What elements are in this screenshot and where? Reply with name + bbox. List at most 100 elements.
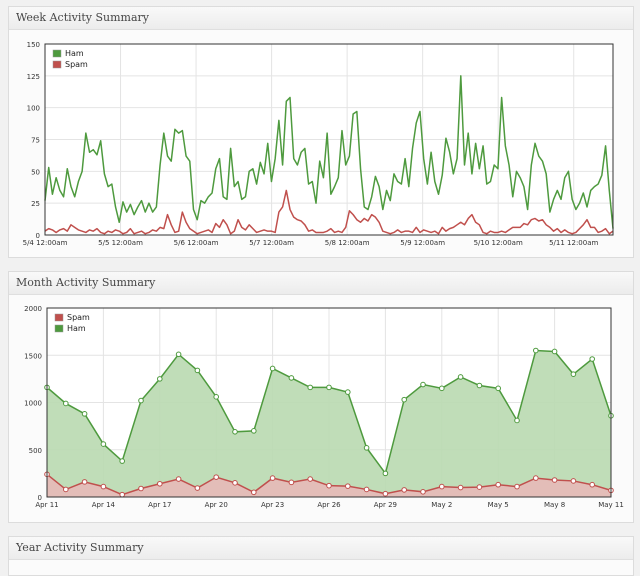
spam-point [439,483,445,490]
x-tick-label: 5/7 12:00am [249,239,294,247]
spam-point [514,483,520,490]
x-tick-label: 5/11 12:00am [549,239,598,247]
ham-point [232,428,238,435]
ham-point [551,348,558,355]
y-tick-label: 0 [38,494,42,502]
ham-point [533,347,539,354]
y-tick-label: 25 [31,200,40,208]
legend-swatch-ham [54,324,64,333]
spam-point [175,476,182,482]
month-activity-panel: Month Activity Summary 0 500 1000 1500 2000 A… [8,271,634,523]
x-tick-label: Apr 20 [205,501,228,509]
spam-point [495,481,502,488]
legend-label-ham: Ham [67,324,86,333]
x-tick-label: 5/5 12:00am [98,239,143,247]
ham-point [269,365,276,372]
spam-point [533,475,539,481]
spam-point [589,481,596,488]
spam-point [401,487,408,493]
x-tick-label: May 5 [488,501,509,509]
y-tick-label: 50 [31,168,40,176]
y-tick-label: 100 [27,105,40,113]
x-tick-label: Apr 23 [261,501,284,509]
ham-point [420,381,426,388]
spam-point [213,474,219,480]
legend-label-ham: Ham [65,49,84,58]
month-activity-chart: 0 500 1000 1500 2000 Apr 11 Apr 14 Apr 17 Apr 20… [24,305,624,509]
y-tick-label: 125 [27,73,40,81]
ham-point [175,351,182,358]
ham-point [363,445,370,451]
ham-point [288,375,295,381]
spam-point [138,485,144,492]
ham-point [194,367,201,374]
month-panel-title: Month Activity Summary [9,272,633,295]
y-tick-label: 150 [27,41,40,49]
spam-point [326,482,332,489]
legend-swatch-spam [54,313,64,322]
x-tick-label: Apr 14 [92,501,116,509]
spam-point [345,483,351,489]
ham-point [100,441,107,447]
spam-point [119,491,125,498]
plot-border [46,307,612,498]
x-tick-label: 5/9 12:00am [400,239,445,247]
week-activity-panel: Week Activity Summary 0 25 50 75 100 125 150 5/… [8,6,634,258]
x-tick-label: 5/10 12:00am [474,239,523,247]
ham-point [439,385,445,392]
spam-point [476,484,483,490]
ham-point [307,384,314,391]
y-tick-label: 0 [36,232,40,240]
spam-point [100,483,107,490]
spam-point [307,476,314,482]
ham-point [138,397,144,404]
ham-point [570,371,577,377]
x-tick-label: May 2 [431,501,452,509]
week-activity-chart: 0 25 50 75 100 125 150 5/4 12:00am 5/5 12:00am 5/… [23,41,614,247]
x-tick-label: 5/4 12:00am [23,239,68,247]
ham-point [476,382,483,389]
spam-point [382,490,389,497]
ham-series-line [44,75,614,229]
ham-point [251,428,257,434]
year-activity-panel: Year Activity Summary [8,536,634,576]
ham-point [213,394,219,400]
legend-label-spam: Spam [67,313,90,322]
y-tick-label: 1500 [24,352,42,360]
spam-point [269,475,276,481]
ham-point [401,396,408,403]
y-tick-label: 75 [31,137,40,145]
week-legend: Ham Spam [50,47,96,73]
x-tick-label: Apr 11 [35,501,58,509]
y-tick-label: 1000 [24,400,42,408]
spam-point [251,489,257,496]
x-tick-label: May 8 [544,501,565,509]
ham-point [63,400,69,407]
y-tick-label: 500 [29,447,42,455]
ham-point [514,417,520,424]
ham-point [119,458,125,464]
spam-point [457,484,464,491]
x-tick-label: 5/8 12:00am [325,239,370,247]
spam-point [157,480,163,487]
spam-point [81,479,88,485]
legend-swatch-ham [52,49,62,58]
spam-series-line [44,189,614,235]
legend-label-spam: Spam [65,60,88,69]
ham-point [326,384,332,391]
spam-point [570,478,577,484]
ham-point [81,411,88,417]
ham-point [157,376,163,382]
ham-point [495,385,502,392]
plot-border [44,43,614,236]
spam-point [194,485,201,491]
ham-series-area [47,350,611,497]
spam-point [551,477,558,483]
spam-point [63,486,69,493]
x-tick-label: May 11 [598,501,624,509]
month-legend: Spam Ham [52,311,100,337]
ham-point [457,374,464,380]
y-tick-label: 2000 [24,305,42,313]
ham-point [345,389,351,395]
year-panel-title: Year Activity Summary [9,537,633,560]
